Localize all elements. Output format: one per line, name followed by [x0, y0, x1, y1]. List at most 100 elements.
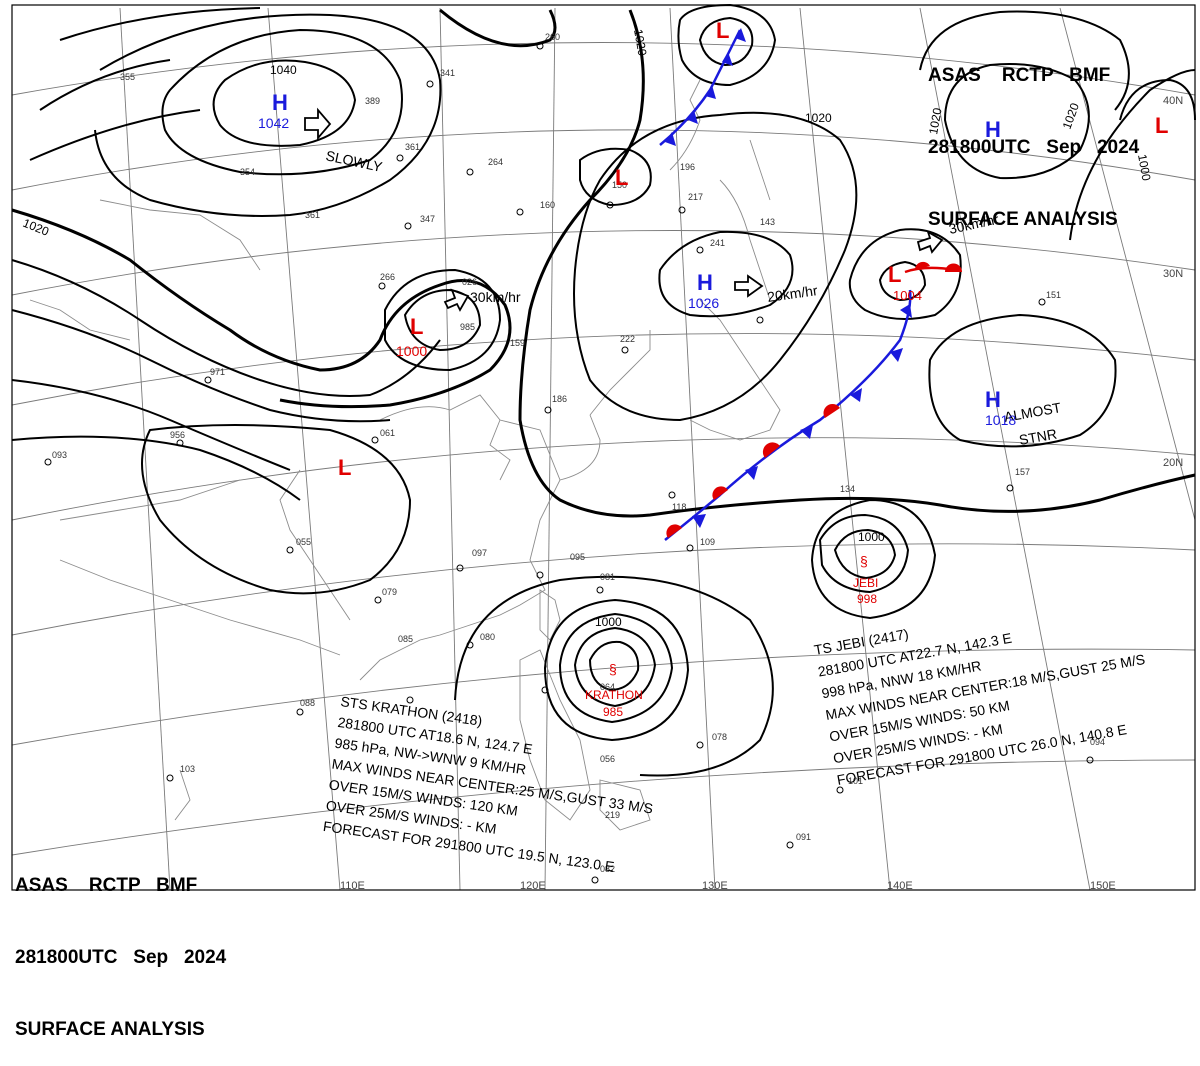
isobar-china-low-1 [403, 288, 482, 352]
svg-text:186: 186 [552, 394, 567, 404]
svg-text:217: 217 [688, 192, 703, 202]
svg-text:241: 241 [710, 238, 725, 248]
isobar-pacific-high [928, 313, 1117, 448]
low-china-value: 1000 [396, 343, 427, 359]
svg-text:971: 971 [210, 367, 225, 377]
svg-text:026: 026 [462, 277, 477, 287]
lon-130e: 130E [702, 880, 728, 892]
low-south-china-icon: L [338, 455, 351, 480]
svg-text:056: 056 [600, 754, 615, 764]
arrow-east-low-icon [916, 230, 944, 254]
isobar-1020-top [518, 9, 1196, 518]
isobar-1020-ne1 [943, 63, 1090, 180]
lon-140e: 140E [887, 880, 913, 892]
isobar-label-1000-jebi: 1000 [858, 530, 885, 544]
isobar-mongolia-3 [94, 13, 442, 217]
svg-text:354: 354 [240, 167, 255, 177]
svg-text:222: 222 [620, 334, 635, 344]
lon-120e: 120E [520, 880, 546, 892]
svg-text:347: 347 [420, 214, 435, 224]
japan-high-speed: 20km/hr [766, 282, 819, 305]
svg-text:109: 109 [700, 537, 715, 547]
svg-text:157: 157 [1015, 467, 1030, 477]
svg-text:094: 094 [1090, 737, 1105, 747]
isobar-big-china [439, 8, 557, 48]
svg-text:196: 196 [680, 162, 695, 172]
svg-text:134: 134 [840, 484, 855, 494]
svg-text:097: 097 [472, 548, 487, 558]
svg-text:118: 118 [672, 502, 686, 512]
high-pacific-value: 1018 [985, 412, 1016, 428]
low-china-icon: L [410, 314, 423, 339]
lat-30n: 30N [1163, 268, 1183, 280]
svg-text:341: 341 [440, 68, 455, 78]
svg-text:160: 160 [540, 200, 555, 210]
svg-text:159: 159 [510, 338, 525, 348]
header-top: ASAS RCTP BMF 281800UTC Sep 2024 SURFACE… [928, 16, 1139, 256]
svg-text:956: 956 [170, 430, 185, 440]
coastlines [29, 79, 781, 831]
pressure-centers: H 1042 H 1026 H 1018 H L 1000 L L 1004 L… [258, 18, 1168, 480]
svg-text:088: 088 [300, 698, 315, 708]
svg-text:985: 985 [460, 322, 475, 332]
china-low-speed: 30km/hr [470, 289, 521, 305]
high-northeast-icon: H [985, 117, 1001, 142]
krathon-pressure: 985 [603, 705, 623, 719]
low-top-icon: L [716, 18, 729, 43]
lat-20n: 20N [1163, 457, 1183, 469]
svg-text:064: 064 [600, 682, 615, 692]
svg-text:080: 080 [480, 632, 495, 642]
isobar-1020-ne2 [919, 10, 1130, 111]
stationary-front [664, 289, 912, 541]
isobar-label-1020-top: 1020 [631, 28, 649, 57]
svg-text:085: 085 [398, 634, 413, 644]
isobar-far-right [1119, 78, 1196, 121]
low-korea-icon: L [615, 165, 628, 190]
header-bottom-line1: ASAS RCTP BMF [15, 875, 198, 896]
isobar-1040 [212, 59, 357, 147]
svg-text:095: 095 [570, 552, 585, 562]
svg-text:361: 361 [305, 210, 320, 220]
svg-text:101: 101 [848, 776, 863, 786]
svg-text:264: 264 [488, 157, 503, 167]
svg-text:081: 081 [600, 572, 615, 582]
svg-text:151: 151 [1046, 290, 1061, 300]
svg-text:355: 355 [120, 72, 135, 82]
svg-text:093: 093 [52, 450, 67, 460]
lat-labels: 40N 30N 20N [1163, 95, 1183, 469]
isobar-japan-high-inner [658, 230, 794, 318]
isobar-label-1020-ne1: 1020 [926, 106, 944, 135]
lon-labels: 110E 120E 130E 140E 150E [340, 880, 1116, 892]
isobar-label-1020-center: 1020 [805, 111, 832, 125]
svg-text:078: 078 [712, 732, 727, 742]
svg-text:143: 143 [760, 217, 775, 227]
svg-text:061: 061 [380, 428, 395, 438]
isobar-1020-left [11, 208, 512, 409]
isobar-korea-low [579, 147, 652, 207]
isobar-jebi-1 [818, 513, 910, 594]
header-bottom-line3: SURFACE ANALYSIS [15, 1019, 205, 1040]
isobar-label-1000-krathon: 1000 [595, 615, 622, 629]
jebi-pressure: 998 [857, 592, 877, 606]
krathon-symbol-icon: § [609, 661, 617, 677]
lat-40n: 40N [1163, 95, 1183, 107]
isobar-southchina [141, 424, 412, 595]
high-pacific-icon: H [985, 387, 1001, 412]
stnr-label: STNR [1018, 426, 1058, 448]
isobar-label-1040: 1040 [270, 63, 297, 77]
graticule [11, 7, 1196, 891]
lon-110e: 110E [340, 880, 365, 892]
jebi-symbol-icon: § [860, 553, 868, 569]
isobar-label-1000-ne: 1000 [1135, 153, 1153, 182]
isobar-japan-high [573, 111, 858, 422]
low-east-icon: L [888, 262, 901, 287]
jebi-name: JEBI [853, 576, 878, 590]
header-bottom-line2: 281800UTC Sep 2024 [15, 947, 227, 968]
svg-text:150: 150 [612, 180, 627, 190]
motion-arrows [304, 107, 944, 312]
header-top-line3: SURFACE ANALYSIS [928, 209, 1118, 230]
svg-text:260: 260 [545, 32, 560, 42]
header-top-line2: 281800UTC Sep 2024 [928, 137, 1140, 158]
svg-text:082: 082 [600, 864, 615, 874]
